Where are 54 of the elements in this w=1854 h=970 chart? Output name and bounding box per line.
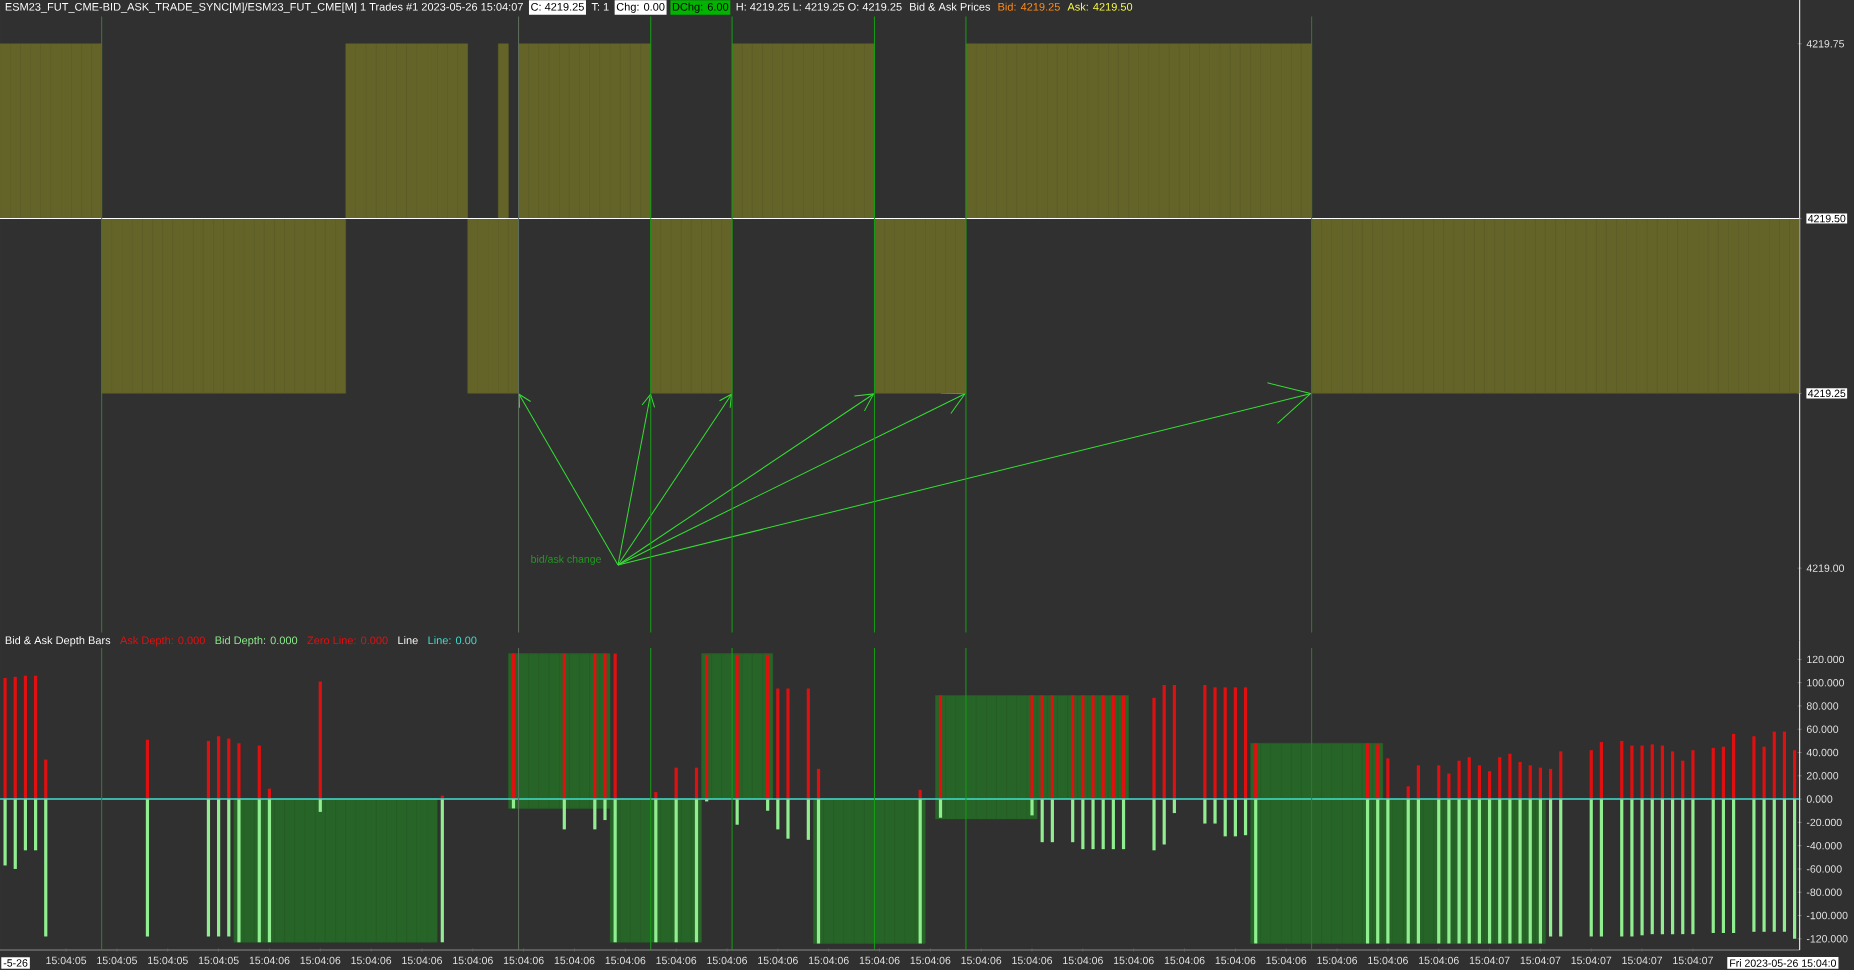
x-tick-label: 15:04:06: [351, 956, 392, 965]
x-tick-label: 15:04:06: [554, 956, 595, 965]
y-tick-label: 0.000: [1806, 795, 1833, 803]
x-tick-label: 15:04:06: [1368, 956, 1408, 965]
y-tick-label: -60.000: [1806, 865, 1842, 873]
y-tick-label: 60.000: [1806, 725, 1839, 733]
y-tick-label: 20.000: [1806, 772, 1839, 780]
text: Bid Depth: 0.000: [215, 636, 298, 647]
x-tick-label: 15:04:06: [961, 956, 1002, 965]
x-tick-label: 15:04:05: [46, 956, 87, 965]
x-tick-label: 15:04:05: [198, 956, 239, 965]
x-tick-label: 15:04:07: [1673, 956, 1713, 965]
x-tick-label: 15:04:06: [1266, 956, 1307, 965]
x-tick-label: 15:04:06: [453, 956, 493, 965]
x-tick-label: 15:04:06: [1113, 956, 1154, 965]
x-tick-label: 15:04:07: [1622, 956, 1663, 965]
y-tick-label: -20.000: [1806, 818, 1842, 827]
x-tick-label: 15:04:06: [758, 956, 798, 965]
chart-title: Bid & Ask Depth Bars: [5, 636, 111, 647]
text: Line: [398, 636, 418, 645]
y-tick-label: -80.000: [1806, 888, 1842, 896]
y-tick-label: -120.000: [1806, 935, 1848, 943]
y-tick-label: -100.000: [1806, 911, 1848, 920]
x-tick-label: 15:04:07: [1571, 956, 1612, 965]
x-tick-label: 15:04:06: [605, 956, 646, 965]
x-tick-label: 15:04:07: [1469, 956, 1510, 965]
x-tick-label: 15:04:06: [1063, 956, 1103, 965]
x-tick-label: 15:04:07: [1520, 956, 1561, 965]
x-tick-label: 15:04:06: [1317, 956, 1358, 965]
x-tick-label: 15:04:05: [97, 956, 137, 965]
text: Ask Depth: 0.000: [120, 636, 205, 647]
y-tick-label: -40.000: [1806, 841, 1842, 850]
x-tick-label: 15:04:06: [503, 956, 544, 965]
x-tick-label: 15:04:06: [707, 956, 748, 965]
x-tick-label: 15:04:06: [1164, 956, 1205, 965]
ref-line-label: Line: 0.00: [428, 636, 477, 645]
x-tick-label: 15:04:06: [300, 956, 341, 965]
y-tick-label: 40.000: [1806, 748, 1839, 757]
x-tick-label: 15:04:06: [1012, 956, 1053, 965]
x-tick-label: 15:04:06: [1419, 956, 1459, 965]
x-tick-label: 15:04:06: [859, 956, 900, 965]
text: Fri 2023-05-26 15:04:0: [1730, 959, 1837, 967]
x-tick-label: 15:04:06: [402, 956, 442, 965]
x-tick-label: 15:04:06: [1215, 956, 1256, 965]
y-tick-label: 100.000: [1807, 678, 1845, 687]
x-tick-label: 15:04:05: [148, 956, 188, 965]
x-tick-label: 15:04:06: [249, 956, 290, 965]
y-tick-label: 80.000: [1806, 702, 1839, 710]
x-tick-label: 15:04:06: [808, 956, 849, 965]
x-tick-label: 15:04:06: [910, 956, 951, 965]
text: -5-26: [3, 959, 28, 967]
y-tick-label: 120.000: [1807, 655, 1845, 664]
x-tick-label: 15:04:06: [656, 956, 697, 965]
text: Zero Line: 0.000: [307, 636, 388, 645]
